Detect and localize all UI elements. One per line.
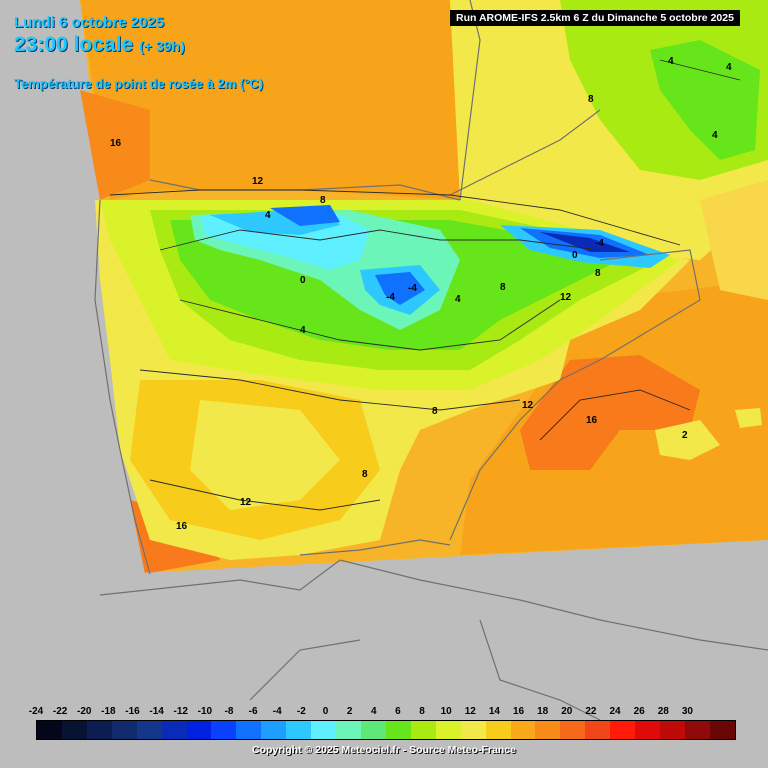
contour-label: 8 bbox=[595, 268, 601, 279]
legend-swatch bbox=[410, 721, 436, 739]
legend-swatch bbox=[385, 721, 411, 739]
contour-label: 8 bbox=[320, 195, 326, 206]
color-scale-legend bbox=[36, 720, 736, 740]
legend-swatch bbox=[211, 721, 237, 739]
legend-tick-label: 12 bbox=[464, 706, 476, 717]
legend-tick-label: 6 bbox=[395, 706, 401, 717]
legend-swatch bbox=[186, 721, 212, 739]
legend-tick-label: -2 bbox=[296, 706, 306, 717]
copyright: Copyright © 2025 Meteociel.fr - Source M… bbox=[252, 744, 516, 756]
contour-label: 4 bbox=[668, 56, 674, 67]
legend-tick-label: 24 bbox=[609, 706, 621, 717]
legend-swatch bbox=[585, 721, 611, 739]
legend-tick-label: -14 bbox=[149, 706, 164, 717]
contour-label: 12 bbox=[522, 400, 534, 411]
legend-swatch bbox=[37, 721, 62, 739]
legend-tick-label: 0 bbox=[322, 706, 329, 717]
legend-tick-label: 28 bbox=[657, 706, 669, 717]
forecast-time-value: 23:00 locale bbox=[14, 33, 134, 56]
legend-swatch bbox=[360, 721, 386, 739]
legend-swatch bbox=[684, 721, 710, 739]
forecast-time: 23:00 locale (+ 39h) bbox=[14, 33, 185, 57]
legend-swatch bbox=[560, 721, 586, 739]
legend-swatch bbox=[660, 721, 685, 739]
legend-swatch bbox=[111, 721, 137, 739]
legend-swatch bbox=[435, 721, 461, 739]
contour-label: 12 bbox=[252, 176, 264, 187]
legend-swatch bbox=[286, 721, 312, 739]
legend-swatch bbox=[311, 721, 337, 739]
legend-swatch bbox=[460, 721, 486, 739]
contour-label: 12 bbox=[560, 292, 572, 303]
contour-label: 4 bbox=[726, 62, 732, 73]
contour-label: 16 bbox=[110, 138, 122, 149]
legend-tick-label: -8 bbox=[224, 706, 234, 717]
contour-label: -4 bbox=[386, 292, 395, 303]
legend-tick-label: 16 bbox=[512, 706, 525, 717]
legend-tick-label: 8 bbox=[419, 706, 425, 717]
contour-label: -4 bbox=[408, 283, 417, 294]
legend-tick-label: 30 bbox=[681, 706, 693, 717]
contour-label: -4 bbox=[595, 238, 604, 249]
legend-tick-label: -20 bbox=[77, 706, 92, 717]
legend-swatch bbox=[610, 721, 636, 739]
contour-label: 8 bbox=[588, 94, 594, 105]
legend-tick-label: -16 bbox=[125, 706, 140, 717]
legend-swatch bbox=[86, 721, 112, 739]
contour-label: 16 bbox=[586, 415, 598, 426]
legend-tick-label: -18 bbox=[101, 706, 116, 717]
contour-label: 2 bbox=[682, 430, 688, 441]
legend-labels: -24 -22 -20 -18 -16 -14 -12 -10 -8 -6 -4 -2 0 2 4 6 8 10 1… bbox=[26, 706, 746, 718]
contour-label: 4 bbox=[712, 130, 718, 141]
legend-tick-label: 2 bbox=[346, 706, 353, 717]
legend-swatch bbox=[336, 721, 361, 739]
run-info: Run AROME-IFS 2.5km 6 Z du Dimanche 5 oc… bbox=[450, 10, 740, 26]
legend-swatch bbox=[485, 721, 511, 739]
contour-label: 12 bbox=[240, 497, 252, 508]
contour-label: 8 bbox=[362, 469, 368, 480]
legend-tick-label: -24 bbox=[28, 706, 44, 717]
legend-swatch bbox=[236, 721, 262, 739]
legend-tick-label: -4 bbox=[272, 706, 282, 717]
legend-tick-label: 18 bbox=[537, 706, 549, 717]
contour-label: 16 bbox=[176, 521, 188, 532]
legend-tick-label: 26 bbox=[633, 706, 645, 717]
legend-tick-label: -6 bbox=[248, 706, 258, 717]
contour-label: 0 bbox=[572, 250, 578, 261]
legend-swatch bbox=[709, 721, 735, 739]
legend-swatch bbox=[635, 721, 661, 739]
legend-swatch bbox=[136, 721, 162, 739]
parameter-title: Température de point de rosée à 2m (°C) bbox=[14, 76, 264, 91]
contour-label: 8 bbox=[432, 406, 438, 417]
lead-time: (+ 39h) bbox=[139, 38, 185, 54]
legend-swatch bbox=[535, 721, 561, 739]
contour-label: 4 bbox=[300, 325, 306, 336]
legend-tick-label: 20 bbox=[561, 706, 573, 717]
legend-tick-label: 22 bbox=[585, 706, 597, 717]
legend-swatch bbox=[510, 721, 536, 739]
contour-label: 4 bbox=[265, 210, 271, 221]
legend-tick-label: 14 bbox=[488, 706, 500, 717]
legend-tick-label: 4 bbox=[370, 706, 377, 717]
legend-swatch bbox=[261, 721, 287, 739]
forecast-date: Lundi 6 octobre 2025 bbox=[14, 14, 165, 31]
legend-tick-label: 10 bbox=[440, 706, 452, 717]
contour-label: 4 bbox=[455, 294, 461, 305]
legend-tick-label: -10 bbox=[197, 706, 213, 717]
legend-swatch bbox=[161, 721, 187, 739]
legend-tick-label: -12 bbox=[173, 706, 188, 717]
contour-label: 0 bbox=[300, 275, 306, 286]
contour-label: 8 bbox=[500, 282, 506, 293]
legend-tick-label: -22 bbox=[52, 706, 68, 717]
legend-swatch bbox=[61, 721, 87, 739]
